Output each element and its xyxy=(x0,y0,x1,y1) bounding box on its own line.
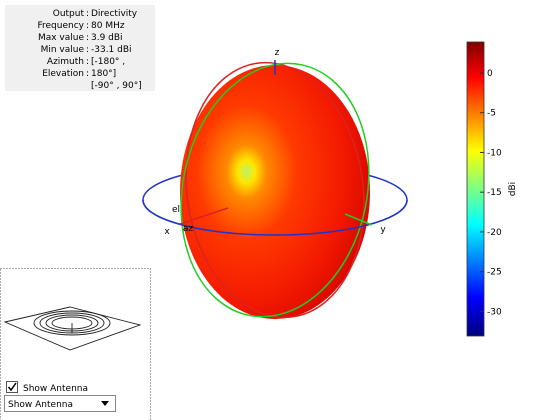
dropdown[interactable] xyxy=(4,395,116,412)
colorbar-ticks: 0 -5 -10 -15 -20 -25 -30 xyxy=(480,69,502,317)
info-colon: : xyxy=(86,9,89,19)
info-label: Output xyxy=(53,9,85,19)
info-colon: : xyxy=(86,57,89,67)
colorbar-tick-label: -20 xyxy=(487,228,502,238)
info-panel xyxy=(5,5,155,91)
axis-label: y xyxy=(380,225,386,235)
antenna-preview xyxy=(0,268,151,420)
info-colon: : xyxy=(86,69,89,79)
info-label: Frequency xyxy=(38,21,85,31)
info-value: 3.9 dBi xyxy=(91,33,123,43)
elevation-ring-red xyxy=(185,61,365,319)
info-colon: : xyxy=(86,45,89,55)
colorbar xyxy=(466,41,485,337)
antenna-drawing xyxy=(3,306,142,351)
info-value: [-180° , xyxy=(91,57,125,67)
axis-label: x xyxy=(164,227,170,237)
azimuth-ring-front xyxy=(142,199,408,236)
axis-label: az xyxy=(183,224,194,234)
info-value: 180°] xyxy=(91,69,116,79)
colorbar-tick-label: -5 xyxy=(487,109,496,119)
info-label: Max value xyxy=(38,33,85,43)
info-value: 80 MHz xyxy=(91,21,125,31)
colorbar-tick-label: -10 xyxy=(487,148,502,158)
axis-label: el xyxy=(172,205,180,215)
colorbar-tick-label: -15 xyxy=(487,188,502,198)
colorbar-label: dBi xyxy=(508,182,518,196)
info-colon: : xyxy=(86,21,89,31)
x-axis xyxy=(179,207,229,225)
info-value: [-90° , 90°] xyxy=(91,81,142,91)
colorbar-tick-label: 0 xyxy=(487,69,493,79)
info-label: Min value xyxy=(41,45,85,55)
info-label: Elevation xyxy=(42,69,84,79)
info-colon: : xyxy=(86,33,89,43)
info-value: -33.1 dBi xyxy=(91,45,132,55)
colorbar-tick-label: -25 xyxy=(487,268,502,278)
info-label: Azimuth xyxy=(47,57,84,67)
checkmark xyxy=(7,382,17,392)
axis-label: z xyxy=(275,48,280,58)
y-axis xyxy=(344,213,373,226)
info-value: Directivity xyxy=(91,9,138,19)
elevation-ring-green xyxy=(180,62,370,318)
radiation-pattern xyxy=(180,65,370,319)
checkbox[interactable] xyxy=(6,381,18,393)
dropdown-value[interactable]: Show Antenna xyxy=(8,400,73,410)
dropdown-arrow[interactable] xyxy=(101,401,109,406)
checkbox-label[interactable]: Show Antenna xyxy=(23,384,88,394)
colorbar-tick-label: -30 xyxy=(487,307,502,317)
